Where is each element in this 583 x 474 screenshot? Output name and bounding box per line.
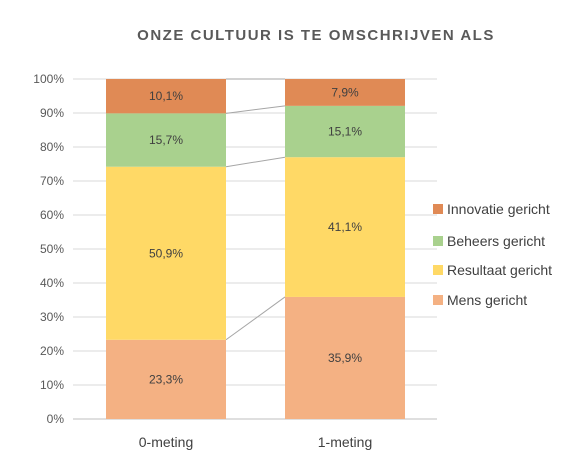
y-tick-label: 70%	[40, 174, 64, 188]
legend-label: Beheers gericht	[447, 233, 545, 249]
y-tick-label: 30%	[40, 310, 64, 324]
series-connector-line	[225, 105, 286, 114]
x-category-label: 0-meting	[139, 434, 193, 450]
bar-segment	[285, 296, 405, 419]
y-tick-label: 10%	[40, 378, 64, 392]
x-axis-categories: 0-meting 1-meting	[139, 434, 372, 450]
legend-label: Mens gericht	[447, 292, 527, 308]
data-labels: 23,3% 50,9% 15,7% 10,1% 35,9% 41,1% 15,1% 7,9%	[149, 85, 362, 386]
legend-swatch	[433, 265, 443, 275]
bar-segment	[285, 79, 405, 106]
y-tick-label: 80%	[40, 140, 64, 154]
series-connector-lines	[225, 78, 286, 341]
data-label: 50,9%	[149, 246, 183, 260]
y-axis-ticks: 0% 10% 20% 30% 40% 50% 60% 70% 80% 90% 100%	[33, 72, 64, 426]
data-label: 23,3%	[149, 372, 183, 386]
bar-segment	[106, 113, 226, 167]
data-label: 7,9%	[331, 85, 359, 99]
y-tick-label: 100%	[33, 72, 64, 86]
legend-swatch	[433, 295, 443, 305]
legend-swatch	[433, 236, 443, 246]
y-tick-label: 50%	[40, 242, 64, 256]
bar-segment	[285, 157, 405, 297]
bar-segment	[285, 105, 405, 158]
y-tick-label: 20%	[40, 344, 64, 358]
chart-title: ONZE CULTUUR IS TE OMSCHRIJVEN ALS	[137, 27, 495, 44]
y-tick-label: 60%	[40, 208, 64, 222]
data-label: 41,1%	[328, 220, 362, 234]
legend: Innovatie gericht Beheers gericht Resultaa…	[433, 201, 552, 308]
data-label: 15,1%	[328, 125, 362, 139]
bar-segment	[106, 339, 226, 419]
x-category-label: 1-meting	[318, 434, 372, 450]
series-connector-line	[225, 296, 286, 341]
y-tick-label: 40%	[40, 276, 64, 290]
y-tick-label: 90%	[40, 106, 64, 120]
bar-segment	[106, 79, 226, 114]
legend-label: Innovatie gericht	[447, 201, 550, 217]
legend-swatch	[433, 204, 443, 214]
series-connector-line	[225, 156, 286, 168]
y-tick-label: 0%	[47, 412, 65, 426]
bar-segment	[106, 166, 226, 340]
bars	[106, 79, 405, 419]
data-label: 35,9%	[328, 351, 362, 365]
data-label: 15,7%	[149, 133, 183, 147]
legend-label: Resultaat gericht	[447, 262, 552, 278]
data-label: 10,1%	[149, 89, 183, 103]
